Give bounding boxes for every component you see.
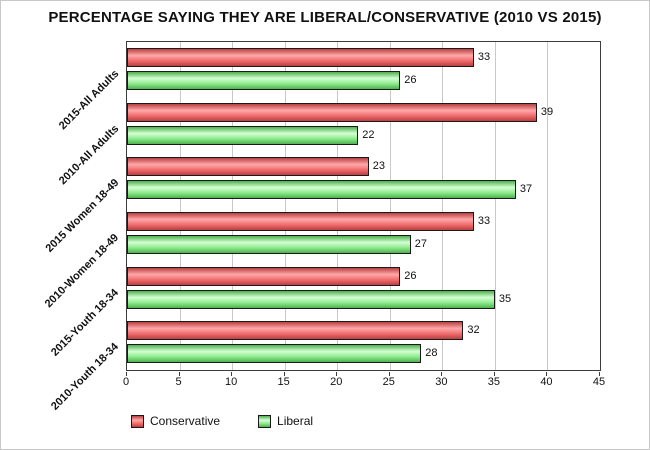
x-axis-tick-label: 10 <box>224 376 238 388</box>
x-axis-tick <box>388 372 390 376</box>
bar-liberal <box>127 344 422 363</box>
bar-conservative <box>127 212 474 231</box>
x-axis-tick <box>126 372 127 376</box>
bar-value-label: 22 <box>362 129 375 141</box>
y-axis-labels: 2015-All Adults 2010-All Adults 2015 Women… <box>1 41 122 413</box>
x-axis-tick-label: 40 <box>540 376 553 388</box>
legend-item-conservative: Conservative <box>131 414 220 428</box>
bar-liberal <box>127 180 516 199</box>
bar-value-label: 32 <box>467 324 480 336</box>
x-axis-tick-label: 20 <box>330 376 343 388</box>
x-axis-tick <box>493 372 495 376</box>
bar-value-label: 23 <box>372 160 385 172</box>
x-axis-tick-label: 35 <box>487 376 500 388</box>
bar-value-label: 37 <box>519 183 533 195</box>
legend-swatch-liberal <box>258 414 272 428</box>
x-axis-tick <box>546 372 548 376</box>
bar-value-label: 33 <box>477 51 491 63</box>
x-axis-tick <box>599 372 600 376</box>
chart-title: PERCENTAGE SAYING THEY ARE LIBERAL/CONSE… <box>48 9 602 26</box>
gridline <box>284 42 286 370</box>
gridline <box>494 42 496 370</box>
bar-liberal <box>127 290 495 309</box>
plot-area: 33 26 39 22 23 37 33 27 26 35 32 28 <box>126 41 601 371</box>
legend-label: Liberal <box>277 414 314 428</box>
gridline <box>337 42 339 370</box>
x-axis-tick-label: 5 <box>175 376 182 388</box>
bar-conservative <box>127 267 401 286</box>
bar-value-label: 26 <box>404 74 417 86</box>
bar-value-label: 39 <box>540 106 554 118</box>
x-axis-tick <box>231 372 233 376</box>
bar-conservative <box>127 48 474 67</box>
gridline <box>442 42 444 370</box>
gridline <box>232 42 234 370</box>
legend-label: Conservative <box>150 414 221 428</box>
bar-conservative <box>127 103 537 122</box>
gridline <box>389 42 391 370</box>
legend-item-liberal: Liberal <box>258 414 313 428</box>
x-axis-tick-label: 15 <box>277 376 290 388</box>
bar-conservative <box>127 321 464 340</box>
x-axis-tick <box>178 372 180 376</box>
gridline <box>179 42 181 370</box>
bar-value-label: 33 <box>477 215 491 227</box>
x-axis-tick-label: 0 <box>122 376 130 388</box>
legend-swatch-conservative <box>131 414 144 428</box>
gridline <box>547 42 549 370</box>
bar-liberal <box>127 71 401 90</box>
x-axis-labels: 0 5 10 15 20 25 30 35 40 45 <box>122 372 605 388</box>
legend: Conservative Liberal <box>131 414 313 428</box>
bar-conservative <box>127 157 369 176</box>
x-axis-tick <box>283 372 285 376</box>
x-axis-tick <box>336 372 338 376</box>
bar-liberal <box>127 126 359 145</box>
bar-value-label: 26 <box>404 270 417 282</box>
x-axis-tick-label: 45 <box>592 376 606 388</box>
x-axis-tick-label: 25 <box>382 376 395 388</box>
x-axis-tick <box>441 372 443 376</box>
bar-value-label: 27 <box>414 238 428 250</box>
bar-value-label: 28 <box>425 347 438 359</box>
bar-value-label: 35 <box>498 293 512 305</box>
x-axis-tick-label: 30 <box>435 376 448 388</box>
bar-liberal <box>127 235 411 254</box>
